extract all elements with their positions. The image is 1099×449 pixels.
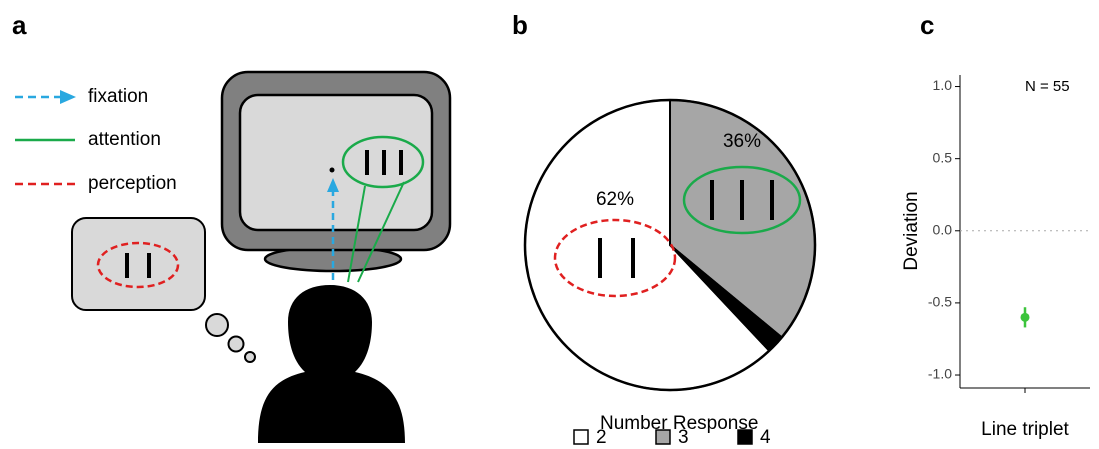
thought-bubble: [72, 218, 205, 310]
legend-label: 2: [596, 427, 607, 448]
legend-swatch: [738, 430, 752, 444]
value-label: 62%: [596, 189, 634, 210]
legend-swatch: [656, 430, 670, 444]
bubble-dots: [206, 314, 255, 362]
person-silhouette: [258, 285, 405, 443]
value-label: 36%: [723, 131, 761, 152]
legend-label: 3: [678, 427, 689, 448]
panel-label: a: [12, 10, 27, 40]
fixation-dot: [330, 168, 335, 173]
monitor: [222, 72, 450, 271]
panel-label: c: [920, 10, 934, 40]
y-tick-label: 0.0: [933, 221, 953, 237]
y-tick-label: 1.0: [933, 77, 953, 93]
legend-swatch: [574, 430, 588, 444]
arrowhead: [60, 90, 76, 104]
y-axis-label: Deviation: [901, 191, 922, 270]
y-tick-label: 0.5: [933, 149, 953, 165]
y-tick-label: -0.5: [928, 294, 952, 310]
panel-label: b: [512, 10, 528, 40]
point: [1021, 313, 1030, 322]
y-tick-label: -1.0: [928, 366, 952, 382]
figure: a b c fixation attention perception Numb…: [0, 0, 1099, 449]
legend-label: fixation: [88, 86, 148, 107]
legend-label: attention: [88, 129, 161, 150]
legend-label: 4: [760, 427, 771, 448]
annotation: N = 55: [1025, 78, 1070, 95]
legend-label: perception: [88, 173, 177, 194]
pie: [525, 100, 815, 390]
x-tick-label: Line triplet: [981, 419, 1069, 440]
